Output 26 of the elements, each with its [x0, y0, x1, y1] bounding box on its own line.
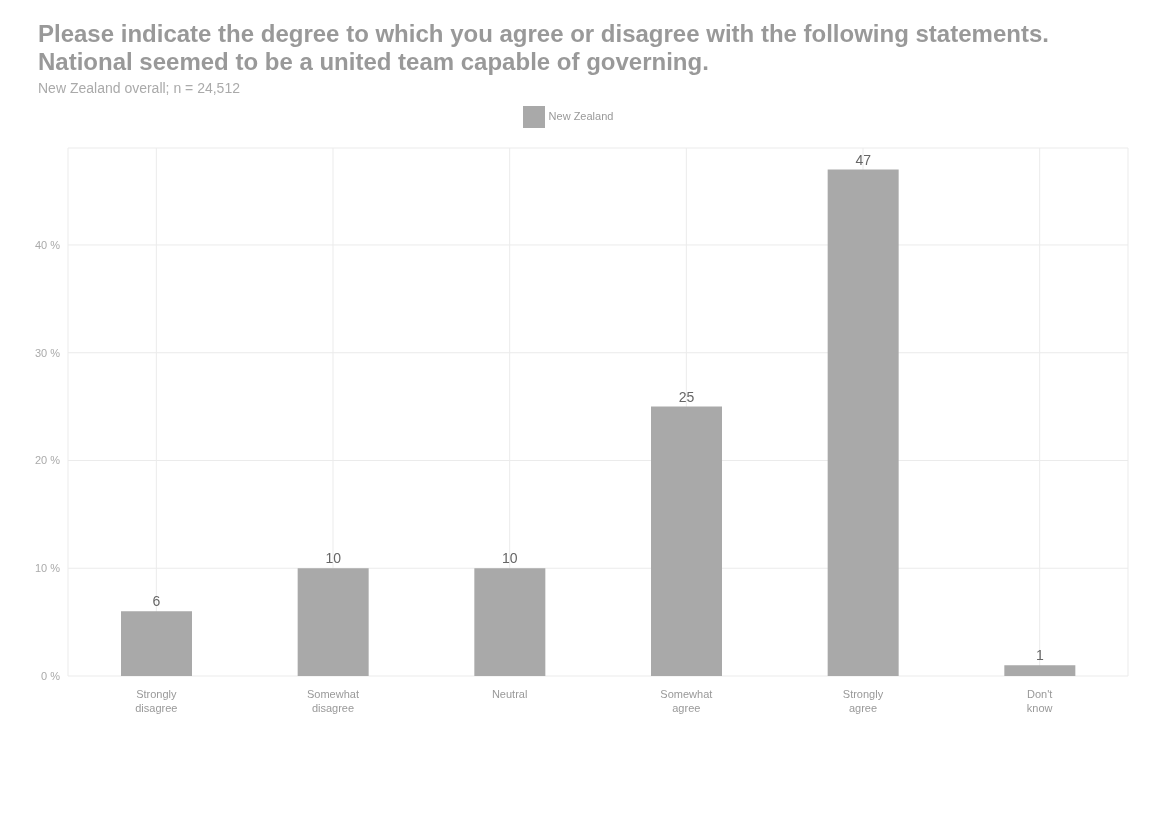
chart-subtitle: New Zealand overall; n = 24,512 — [38, 80, 241, 96]
data-label: 10 — [502, 550, 518, 567]
bar — [651, 406, 722, 676]
y-tick-label: 30 % — [34, 346, 61, 359]
legend-label: New Zealand — [548, 109, 614, 122]
chart-title: Please indicate the degree to which you agree or disagree with the following statements. National seemed to be a united team capable of governing. — [38, 20, 1050, 76]
bar — [297, 568, 369, 676]
y-tick-label: 0 % — [41, 669, 61, 682]
bar — [121, 611, 192, 676]
x-tick-label: Somewhat agree — [660, 688, 713, 714]
data-label: 47 — [855, 151, 872, 168]
y-tick-label: 40 % — [34, 238, 61, 251]
x-tick-label: Strongly disagree — [135, 688, 178, 714]
data-label: 10 — [325, 550, 342, 567]
bar — [474, 568, 546, 676]
bar — [1004, 665, 1076, 676]
data-label: 6 — [152, 593, 161, 610]
data-label: 1 — [1035, 647, 1044, 664]
x-tick-label: Somewhat disagree — [307, 688, 359, 714]
x-tick-label: Don't know — [1026, 688, 1053, 714]
x-tick-label: Strongly agree — [842, 688, 884, 714]
y-tick-label: 20 % — [34, 454, 61, 467]
bar — [827, 169, 899, 676]
y-tick-label: 10 % — [34, 562, 61, 575]
data-label: 25 — [678, 388, 695, 405]
x-tick-label: Neutral — [491, 688, 528, 700]
